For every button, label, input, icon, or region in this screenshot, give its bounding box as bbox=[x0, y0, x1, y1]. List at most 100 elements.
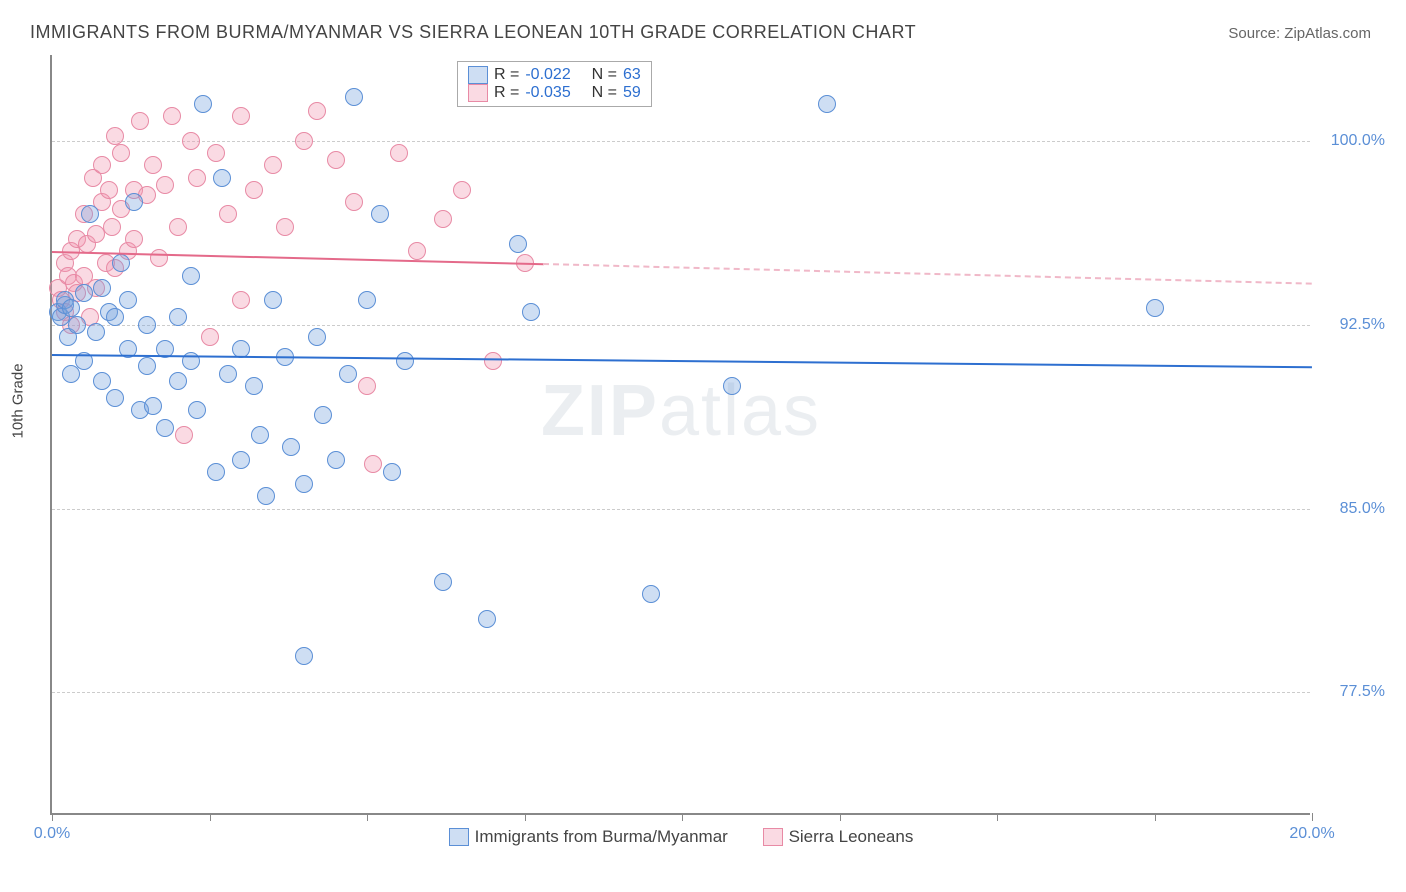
point-series-a bbox=[522, 303, 540, 321]
point-series-a bbox=[371, 205, 389, 223]
point-series-a bbox=[257, 487, 275, 505]
point-series-b bbox=[100, 181, 118, 199]
point-series-a bbox=[345, 88, 363, 106]
point-series-b bbox=[112, 144, 130, 162]
point-series-a bbox=[112, 254, 130, 272]
point-series-b bbox=[232, 107, 250, 125]
y-axis-label: 10th Grade bbox=[10, 363, 27, 438]
point-series-a bbox=[144, 397, 162, 415]
ytick-label: 85.0% bbox=[1340, 500, 1385, 518]
point-series-b bbox=[358, 377, 376, 395]
point-series-b bbox=[103, 218, 121, 236]
legend-row-a: R = -0.022 N = 63 bbox=[468, 66, 641, 84]
point-series-a bbox=[314, 406, 332, 424]
swatch-a-icon bbox=[449, 828, 469, 846]
xtick bbox=[210, 813, 211, 821]
xtick bbox=[367, 813, 368, 821]
point-series-a bbox=[138, 316, 156, 334]
legend-n-a: 63 bbox=[623, 66, 641, 84]
series-a-label: Immigrants from Burma/Myanmar bbox=[475, 827, 728, 847]
trendline-a bbox=[52, 354, 1312, 368]
point-series-b bbox=[150, 249, 168, 267]
point-series-b bbox=[125, 230, 143, 248]
xtick bbox=[52, 813, 53, 821]
point-series-b bbox=[207, 144, 225, 162]
point-series-b bbox=[182, 132, 200, 150]
point-series-b bbox=[188, 169, 206, 187]
point-series-a bbox=[125, 193, 143, 211]
point-series-b bbox=[264, 156, 282, 174]
trendline-b-dash bbox=[543, 263, 1312, 285]
point-series-a bbox=[106, 308, 124, 326]
gridline bbox=[52, 141, 1310, 142]
point-series-b bbox=[276, 218, 294, 236]
point-series-a bbox=[339, 365, 357, 383]
point-series-b bbox=[484, 352, 502, 370]
swatch-series-b bbox=[468, 84, 488, 102]
point-series-a bbox=[478, 610, 496, 628]
point-series-b bbox=[295, 132, 313, 150]
point-series-a bbox=[327, 451, 345, 469]
point-series-b bbox=[144, 156, 162, 174]
xtick bbox=[997, 813, 998, 821]
xtick bbox=[840, 813, 841, 821]
legend-r-b: -0.035 bbox=[525, 84, 570, 102]
point-series-a bbox=[188, 401, 206, 419]
point-series-a bbox=[232, 451, 250, 469]
ytick-label: 77.5% bbox=[1340, 683, 1385, 701]
point-series-a bbox=[264, 291, 282, 309]
point-series-a bbox=[138, 357, 156, 375]
point-series-a bbox=[194, 95, 212, 113]
point-series-b bbox=[219, 205, 237, 223]
legend-n-label: N = bbox=[592, 66, 617, 84]
point-series-a bbox=[62, 299, 80, 317]
point-series-b bbox=[434, 210, 452, 228]
point-series-b bbox=[131, 112, 149, 130]
point-series-b bbox=[93, 156, 111, 174]
plot-area: ZIPatlas R = -0.022 N = 63 R = -0.035 N … bbox=[50, 55, 1310, 815]
legend-n-label-b: N = bbox=[592, 84, 617, 102]
series-b-label: Sierra Leoneans bbox=[789, 827, 914, 847]
xtick bbox=[1312, 813, 1313, 821]
gridline bbox=[52, 509, 1310, 510]
xtick bbox=[525, 813, 526, 821]
legend-r-a: -0.022 bbox=[525, 66, 570, 84]
point-series-a bbox=[207, 463, 225, 481]
swatch-series-a bbox=[468, 66, 488, 84]
ytick-label: 92.5% bbox=[1340, 316, 1385, 334]
swatch-b-icon bbox=[763, 828, 783, 846]
point-series-b bbox=[327, 151, 345, 169]
legend-r-label-b: R = bbox=[494, 84, 519, 102]
point-series-b bbox=[390, 144, 408, 162]
point-series-a bbox=[396, 352, 414, 370]
point-series-a bbox=[81, 205, 99, 223]
point-series-a bbox=[213, 169, 231, 187]
point-series-a bbox=[434, 573, 452, 591]
watermark-bold: ZIP bbox=[541, 371, 659, 451]
point-series-a bbox=[93, 372, 111, 390]
point-series-a bbox=[1146, 299, 1164, 317]
gridline bbox=[52, 325, 1310, 326]
point-series-b bbox=[308, 102, 326, 120]
point-series-b bbox=[163, 107, 181, 125]
point-series-b bbox=[175, 426, 193, 444]
source-prefix: Source: bbox=[1228, 25, 1284, 42]
point-series-a bbox=[68, 316, 86, 334]
point-series-a bbox=[75, 284, 93, 302]
point-series-b bbox=[169, 218, 187, 236]
source-attribution: Source: ZipAtlas.com bbox=[1228, 25, 1371, 42]
point-series-a bbox=[383, 463, 401, 481]
point-series-a bbox=[251, 426, 269, 444]
legend-r-label: R = bbox=[494, 66, 519, 84]
point-series-a bbox=[182, 267, 200, 285]
point-series-b bbox=[408, 242, 426, 260]
point-series-a bbox=[642, 585, 660, 603]
point-series-a bbox=[295, 647, 313, 665]
point-series-a bbox=[119, 291, 137, 309]
legend-n-b: 59 bbox=[623, 84, 641, 102]
point-series-b bbox=[345, 193, 363, 211]
point-series-a bbox=[282, 438, 300, 456]
ytick-label: 100.0% bbox=[1331, 132, 1385, 150]
point-series-a bbox=[509, 235, 527, 253]
chart-title: IMMIGRANTS FROM BURMA/MYANMAR VS SIERRA … bbox=[30, 22, 916, 43]
